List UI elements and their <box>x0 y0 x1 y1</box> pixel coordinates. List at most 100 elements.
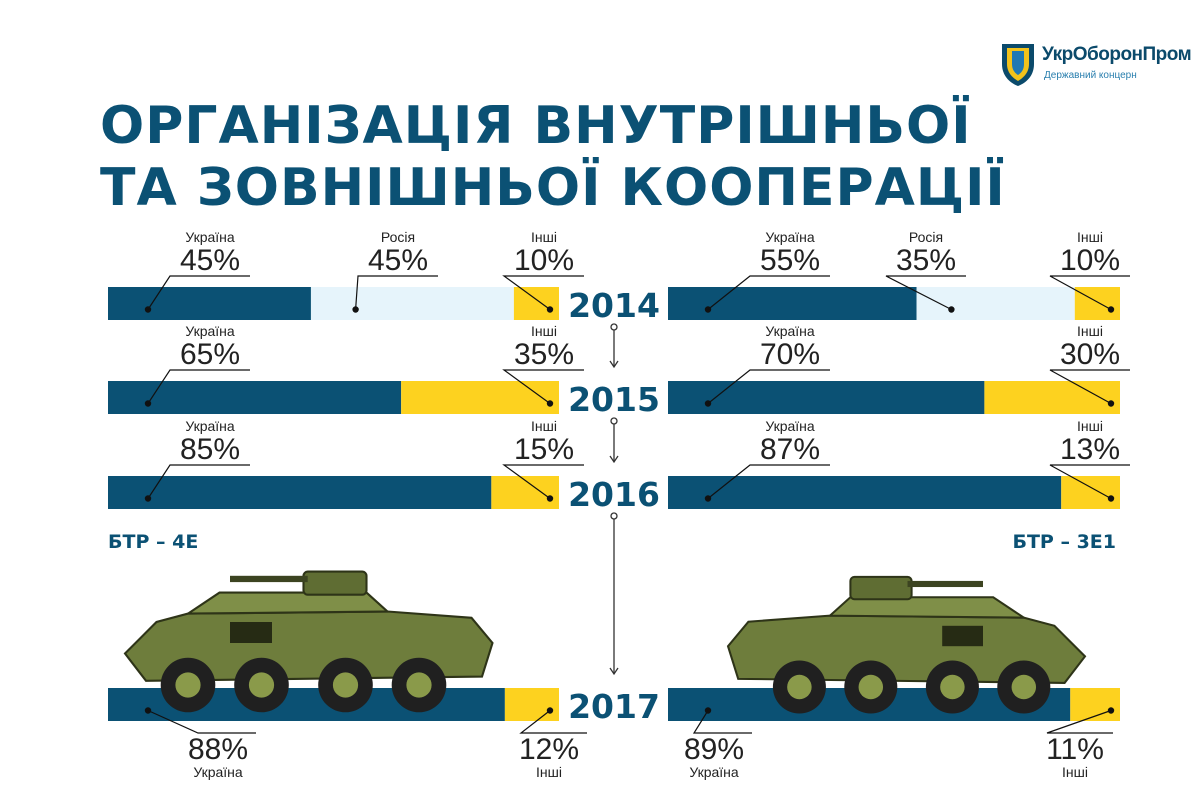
vehicle-hub <box>940 674 965 700</box>
segment-value-label: 12% <box>519 733 579 766</box>
segment-name-label: Україна <box>185 418 235 434</box>
leader-line <box>707 275 830 310</box>
vehicle-hatch <box>942 625 983 647</box>
year-label-2015: 2015 <box>568 380 660 419</box>
segment-value-label: 10% <box>514 244 574 277</box>
timeline-arrow-icon <box>609 667 619 676</box>
segment-value-label: 87% <box>760 433 820 466</box>
segment-value-label: 35% <box>514 338 574 371</box>
bar-segment-2015-0 <box>108 381 402 414</box>
timeline-arrow-icon <box>609 455 619 464</box>
segment-name-label: Інші <box>531 229 557 245</box>
brand-name: УкрОборонПром <box>1042 44 1192 65</box>
bar-segment-2017-1 <box>504 688 559 721</box>
bar-segment-2014-2 <box>513 287 559 320</box>
leader-line <box>502 275 584 310</box>
vehicle-hub <box>787 674 812 700</box>
btr4e-illustration <box>123 570 494 713</box>
segment-name-label: Україна <box>193 764 243 780</box>
segment-name-label: Інші <box>1077 323 1103 339</box>
segment-value-label: 30% <box>1060 338 1120 371</box>
segment-value-label: 85% <box>180 433 240 466</box>
segment-name-label: Інші <box>1062 764 1088 780</box>
year-label-2017: 2017 <box>568 687 660 726</box>
vehicle-label-btr3e1: БТР – 3Е1 <box>1012 531 1116 553</box>
segment-name-label: Інші <box>1077 229 1103 245</box>
bar-segment-2015-1 <box>401 381 559 414</box>
leader-line <box>355 275 438 310</box>
bar-segment-2014-0 <box>668 287 917 320</box>
timeline-arrow-icon <box>609 360 619 369</box>
vehicle-hub <box>332 672 359 698</box>
leader-line <box>1049 369 1130 405</box>
segment-name-label: Україна <box>185 229 235 245</box>
leader-line <box>707 369 830 404</box>
segment-value-label: 13% <box>1060 433 1120 466</box>
leader-line <box>147 369 250 404</box>
leader-line <box>147 464 250 499</box>
timeline-node <box>610 417 618 425</box>
segment-name-label: Інші <box>536 764 562 780</box>
segment-value-label: 65% <box>180 338 240 371</box>
leader-line <box>707 464 830 499</box>
btr3e1-illustration <box>726 575 1087 714</box>
year-label-2016: 2016 <box>568 475 660 514</box>
leader-line <box>885 275 966 311</box>
leader-line <box>1049 275 1130 311</box>
bar-segment-2015-0 <box>668 381 985 414</box>
shield-emblem-icon <box>1002 44 1034 86</box>
vehicle-hatch <box>230 622 272 643</box>
segment-name-label: Росія <box>381 229 415 245</box>
vehicle-turret <box>849 575 913 601</box>
brand-logo: УкрОборонПром Державний концерн <box>1000 40 1195 90</box>
bar-segment-2014-2 <box>1074 287 1120 320</box>
vehicle-hub <box>248 672 275 698</box>
page-title-line-1: ОРГАНІЗАЦІЯ ВНУТРІШНЬОЇ <box>100 96 972 156</box>
segment-value-label: 55% <box>760 244 820 277</box>
bar-segment-2016-1 <box>491 476 559 509</box>
timeline-node <box>610 323 618 331</box>
segment-value-label: 10% <box>1060 244 1120 277</box>
segment-value-label: 45% <box>180 244 240 277</box>
vehicle-label-btr4e: БТР – 4Е <box>108 531 198 553</box>
timeline-node <box>610 512 618 520</box>
leader-line <box>502 369 584 404</box>
bar-segment-2014-1 <box>916 287 1075 320</box>
segment-name-label: Україна <box>765 418 815 434</box>
segment-value-label: 11% <box>1046 733 1104 766</box>
vehicle-hub <box>406 672 432 698</box>
segment-value-label: 88% <box>188 733 248 766</box>
brand-subtitle: Державний концерн <box>1044 70 1137 81</box>
segment-name-label: Україна <box>765 323 815 339</box>
leader-line <box>147 275 250 310</box>
leader-line <box>147 709 256 734</box>
leader-line <box>1049 464 1130 500</box>
leader-line <box>502 464 584 499</box>
leader-line <box>519 710 587 734</box>
segment-value-label: 15% <box>514 433 574 466</box>
page-title-line-2: ТА ЗОВНІШНЬОЇ КООПЕРАЦІЇ <box>100 158 1006 218</box>
bar-segment-2014-1 <box>310 287 514 320</box>
year-label-2014: 2014 <box>568 286 660 325</box>
bar-segment-2016-0 <box>108 476 492 509</box>
segment-name-label: Україна <box>765 229 815 245</box>
vehicle-hub <box>1011 674 1037 700</box>
segment-value-label: 35% <box>896 244 956 277</box>
bar-segment-2016-1 <box>1061 476 1120 509</box>
vehicle-gun <box>230 575 308 583</box>
vehicle-turret <box>302 570 368 596</box>
vehicle-hub <box>858 674 884 700</box>
bar-segment-2014-0 <box>108 287 311 320</box>
bar-segment-2015-1 <box>984 381 1120 414</box>
vehicle-gun <box>907 580 983 588</box>
segment-name-label: Україна <box>689 764 739 780</box>
segment-value-label: 89% <box>684 733 744 766</box>
vehicle-hub <box>175 672 201 698</box>
leader-line <box>692 710 752 734</box>
segment-name-label: Інші <box>1077 418 1103 434</box>
segment-value-label: 70% <box>760 338 820 371</box>
vehicle-upper <box>184 591 391 615</box>
segment-name-label: Інші <box>531 323 557 339</box>
segment-value-label: 45% <box>368 244 428 277</box>
